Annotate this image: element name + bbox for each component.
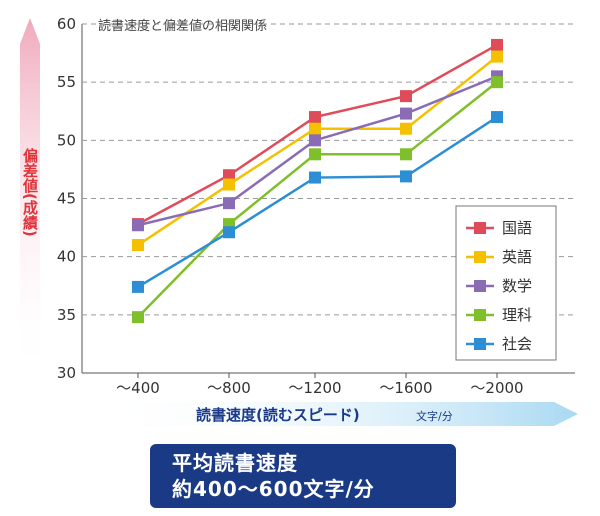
data-point <box>223 169 235 182</box>
data-point <box>400 90 412 103</box>
data-point <box>309 111 321 124</box>
chart: 偏差値(成績) 読書速度(読むスピード) 文字/分 読書速度と偏差値の相関関係 … <box>20 15 578 426</box>
chart-title: 読書速度と偏差値の相関関係 <box>98 18 267 34</box>
x-tick-labels: 〜400 〜800 〜1200 〜1600 〜2000 <box>116 373 524 397</box>
data-point <box>400 107 412 120</box>
legend-label: 社会 <box>502 335 532 353</box>
grid-lines <box>82 23 575 316</box>
data-point <box>223 197 235 210</box>
x-axis-label: 読書速度(読むスピード) <box>196 406 360 424</box>
data-point <box>132 311 144 324</box>
y-tick-label: 55 <box>57 73 76 91</box>
summary-line-1: 平均読書速度 <box>172 451 298 475</box>
legend-swatch-marker <box>474 251 486 263</box>
legend-swatch-marker <box>474 280 486 292</box>
data-point <box>132 219 144 232</box>
x-tick-label: 〜2000 <box>470 379 523 397</box>
y-tick-label: 45 <box>57 190 76 208</box>
legend-swatch-marker <box>474 222 486 234</box>
y-axis-label: 偏差値(成績) <box>21 147 39 237</box>
legend-label: 英語 <box>502 248 532 266</box>
legend-box <box>455 205 557 361</box>
summary-box: 平均読書速度 約400〜600文字/分 <box>150 444 456 508</box>
legend-swatch-marker <box>474 309 486 321</box>
data-point <box>491 38 503 51</box>
data-point <box>309 122 321 135</box>
legend-swatch-marker <box>474 338 486 350</box>
y-tick-labels: 30 35 40 45 50 55 60 <box>57 15 76 382</box>
y-axis-arrow <box>20 18 40 380</box>
y-tick-label: 40 <box>57 248 76 266</box>
legend-label: 数学 <box>502 277 532 295</box>
x-tick-label: 〜800 <box>207 379 251 397</box>
data-point <box>400 148 412 161</box>
data-point <box>132 239 144 252</box>
y-tick-label: 30 <box>57 364 76 382</box>
x-tick-label: 〜1600 <box>379 379 432 397</box>
data-point <box>400 170 412 183</box>
x-axis-arrow <box>90 402 578 426</box>
data-point <box>309 148 321 161</box>
y-tick-label: 50 <box>57 131 76 149</box>
data-point <box>400 122 412 135</box>
data-point <box>132 280 144 293</box>
x-tick-label: 〜1200 <box>288 379 341 397</box>
legend-label: 国語 <box>502 219 532 237</box>
data-point <box>491 50 503 63</box>
data-point <box>309 134 321 147</box>
data-point <box>223 178 235 191</box>
series-lines <box>132 38 503 324</box>
x-tick-label: 〜400 <box>116 379 160 397</box>
data-point <box>491 76 503 89</box>
data-point <box>223 226 235 239</box>
data-point <box>491 111 503 124</box>
x-axis-unit: 文字/分 <box>416 409 453 423</box>
data-point <box>309 171 321 184</box>
summary-line-2: 約400〜600文字/分 <box>172 477 375 501</box>
y-tick-label: 35 <box>57 306 76 324</box>
y-tick-label: 60 <box>57 15 76 33</box>
legend-label: 理科 <box>502 306 532 324</box>
